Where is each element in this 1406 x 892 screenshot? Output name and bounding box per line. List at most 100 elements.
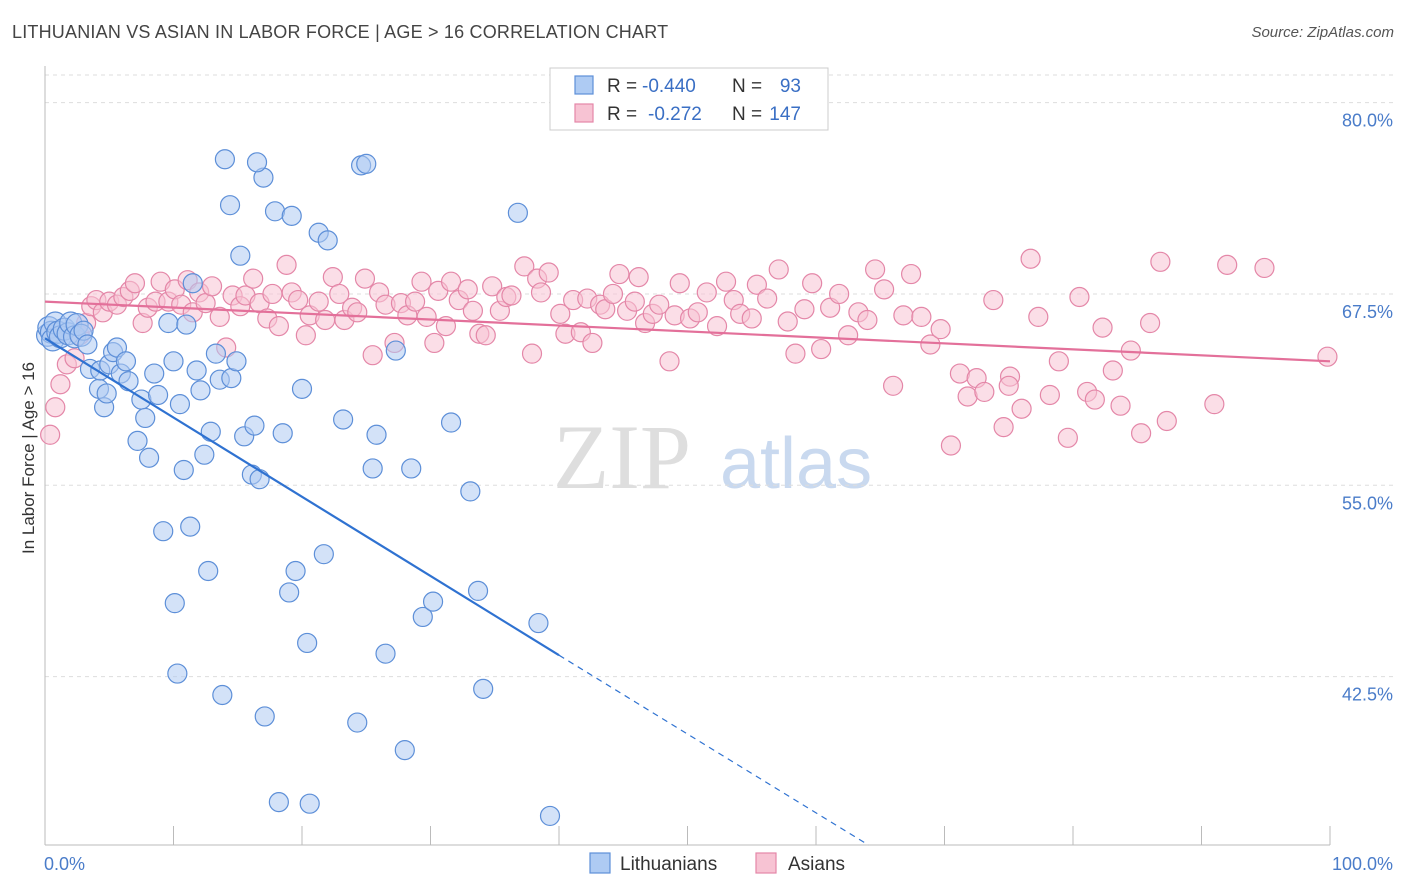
- lith-point: [313, 544, 334, 565]
- lith-point: [163, 351, 184, 372]
- lith-point: [412, 606, 433, 628]
- asian-point: [209, 306, 230, 328]
- lith-point: [147, 384, 169, 406]
- asian-point: [1084, 389, 1105, 410]
- y-tick-label-0: 42.5%: [1342, 685, 1393, 705]
- asian-point: [768, 259, 789, 280]
- y-axis-label: In Labor Force | Age > 16: [19, 362, 38, 554]
- asian-point: [1039, 384, 1060, 406]
- asian-point: [602, 283, 624, 305]
- lith-point: [249, 469, 270, 490]
- asian-point: [538, 262, 559, 283]
- lith-point: [212, 684, 233, 706]
- asian-point: [262, 283, 283, 305]
- asian-point: [949, 363, 971, 384]
- lith-point: [230, 245, 251, 266]
- lith-point: [180, 516, 201, 537]
- asian-point: [1120, 340, 1141, 361]
- lith-point: [375, 643, 396, 664]
- lith-point: [158, 312, 179, 334]
- lith-point: [182, 273, 203, 294]
- legend-swatch-asians: [574, 103, 594, 123]
- asian-point: [974, 381, 995, 403]
- asian-point: [40, 424, 61, 445]
- legend: R = -0.440 N = 93 R = -0.272 N = 147: [549, 67, 829, 131]
- asian-point: [1028, 306, 1049, 328]
- asian-point: [706, 315, 728, 337]
- lith-point: [366, 424, 387, 445]
- asian-point: [354, 268, 376, 289]
- asian-point: [295, 325, 316, 346]
- y-tick-label-1: 55.0%: [1342, 493, 1393, 513]
- asian-point: [757, 288, 778, 309]
- lith-point: [401, 458, 422, 479]
- asian-point: [687, 302, 708, 323]
- asian-point: [424, 332, 445, 354]
- bottom-legend: Lithuanians Asians: [589, 852, 845, 875]
- asian-point: [624, 291, 645, 312]
- asian-point: [45, 397, 66, 418]
- asian-point: [440, 271, 462, 292]
- lith-point: [246, 152, 268, 173]
- lith-point: [176, 314, 197, 335]
- lith-point: [473, 678, 494, 699]
- lith-point: [272, 423, 293, 444]
- lith-point: [198, 560, 219, 582]
- lith-point: [115, 351, 137, 372]
- asian-point: [983, 289, 1004, 311]
- chart-title: LITHUANIAN VS ASIAN IN LABOR FORCE | AGE…: [12, 22, 669, 42]
- asian-point: [874, 279, 895, 300]
- asian-point: [930, 319, 951, 340]
- lith-point: [173, 459, 194, 481]
- bottom-legend-swatch-lithuanians: [589, 852, 611, 874]
- asian-trend-line: [44, 300, 1331, 363]
- asian-point: [1317, 346, 1338, 367]
- asian-point: [1131, 423, 1152, 444]
- lith-point: [281, 205, 302, 226]
- asian-point: [1204, 394, 1225, 415]
- y-tick-labels: 42.5% 55.0% 67.5% 80.0%: [1342, 111, 1393, 705]
- lith-point: [221, 368, 242, 389]
- asian-point: [457, 279, 478, 300]
- legend-r-value-2: -0.272: [648, 104, 702, 125]
- lith-point: [244, 415, 265, 436]
- lith-point: [96, 383, 117, 404]
- asian-point: [1150, 251, 1171, 272]
- lith-point: [279, 582, 300, 603]
- y-tick-label-2: 67.5%: [1342, 302, 1393, 322]
- legend-n-value-1: 93: [780, 76, 801, 97]
- lith-point: [254, 706, 275, 727]
- legend-n-label-2: N =: [732, 104, 762, 125]
- lith-point: [118, 371, 139, 392]
- asian-point: [893, 305, 914, 326]
- x-tick-label-max: 100.0%: [1332, 854, 1393, 874]
- trend-lines: [44, 300, 1331, 846]
- asian-point: [475, 325, 496, 346]
- asian-point: [411, 271, 432, 292]
- asian-point: [1217, 254, 1238, 275]
- asian-point: [829, 283, 850, 305]
- legend-box: [549, 67, 829, 131]
- lith-point: [440, 412, 462, 433]
- asian-point: [802, 273, 823, 294]
- asian-point: [322, 267, 343, 288]
- asian-point: [649, 294, 670, 315]
- asian-point: [957, 386, 978, 407]
- lithuanian-points: [35, 149, 561, 827]
- source-credit: Source: ZipAtlas.com: [1251, 24, 1394, 41]
- asian-point: [308, 291, 329, 312]
- asian-points: [40, 248, 1338, 456]
- lith-point: [153, 521, 174, 542]
- legend-swatch-lithuanians: [574, 75, 594, 95]
- lith-point: [144, 363, 165, 384]
- asian-point: [404, 291, 426, 312]
- asian-point: [362, 345, 383, 366]
- lith-point: [539, 805, 561, 827]
- asian-point: [1156, 410, 1177, 432]
- lith-point: [460, 481, 481, 502]
- lith-point: [385, 340, 406, 361]
- lith-point: [186, 360, 207, 381]
- lith-point: [333, 409, 354, 430]
- lith-point: [77, 334, 98, 355]
